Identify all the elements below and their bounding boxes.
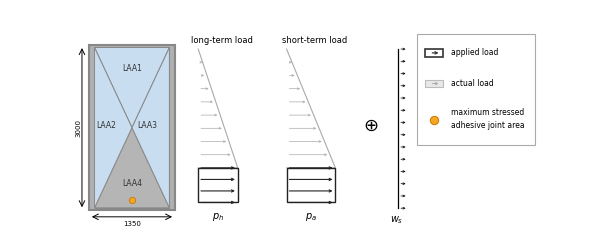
Text: adhesive joint area: adhesive joint area [451,121,525,130]
Polygon shape [132,48,169,208]
Polygon shape [95,128,169,208]
Polygon shape [95,48,132,208]
Bar [425,80,443,87]
Bar [287,168,335,202]
Bar [198,168,238,202]
Bar [95,48,169,208]
Text: 3000: 3000 [75,119,81,137]
Text: $p_a$: $p_a$ [305,211,317,223]
Text: LAA4: LAA4 [122,179,142,188]
Text: LAA3: LAA3 [137,121,157,130]
Bar [89,45,175,210]
Text: maximum stressed: maximum stressed [451,108,524,117]
Text: long-term load: long-term load [191,36,253,45]
Bar [417,34,535,145]
Text: LAA1: LAA1 [122,64,142,73]
Bar [425,49,443,57]
Text: $w_s$: $w_s$ [390,214,403,226]
Text: actual load: actual load [451,79,494,88]
Polygon shape [95,48,169,128]
Text: $\oplus$: $\oplus$ [362,117,378,135]
Text: short-term load: short-term load [282,36,347,45]
Text: LAA2: LAA2 [97,121,116,130]
Text: applied load: applied load [451,48,499,57]
Text: $p_h$: $p_h$ [212,211,224,223]
Text: 1350: 1350 [123,221,141,227]
